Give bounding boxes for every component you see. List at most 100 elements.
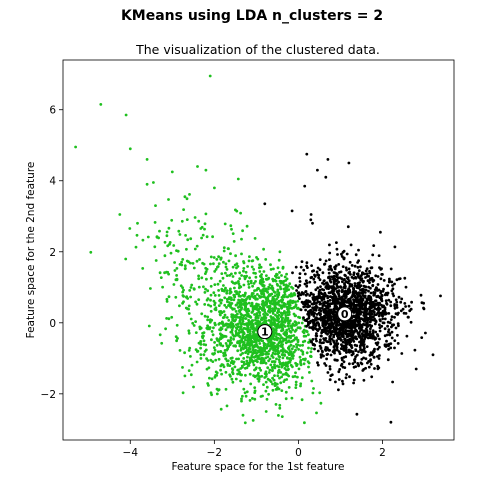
data-point [277, 310, 281, 314]
data-point [175, 267, 179, 270]
data-point [357, 333, 361, 337]
data-point [333, 321, 337, 324]
data-point [335, 348, 339, 352]
data-point [236, 372, 240, 376]
data-point [395, 278, 399, 282]
data-point [322, 294, 326, 297]
data-point [361, 280, 365, 284]
data-point [285, 356, 289, 360]
data-point [322, 279, 326, 283]
data-point [368, 305, 372, 309]
data-point [372, 305, 376, 309]
data-point [372, 293, 376, 297]
data-point [273, 324, 277, 327]
data-point [358, 326, 362, 330]
data-point [260, 273, 263, 276]
data-point [202, 343, 206, 346]
data-point [347, 271, 351, 275]
data-point [331, 302, 335, 305]
data-point [386, 284, 390, 288]
data-point [365, 267, 369, 271]
data-point [257, 346, 261, 350]
data-point [244, 313, 248, 317]
data-point [359, 317, 363, 321]
data-point [204, 272, 207, 275]
data-point [314, 337, 318, 341]
data-point [228, 373, 232, 377]
data-point [245, 359, 249, 363]
data-point [214, 268, 218, 271]
data-point [273, 374, 276, 377]
data-point [214, 370, 218, 374]
data-point [282, 305, 286, 308]
data-point [237, 357, 241, 361]
data-point-outlier [170, 170, 174, 174]
data-point [361, 271, 364, 274]
data-point [288, 282, 292, 286]
data-point [328, 378, 332, 382]
data-point [224, 286, 227, 290]
data-point [351, 336, 354, 339]
data-point [203, 222, 207, 226]
data-point [273, 294, 277, 298]
data-point [318, 291, 321, 295]
data-point [387, 328, 391, 331]
data-point [319, 334, 323, 338]
data-point [239, 211, 243, 215]
data-point [413, 348, 417, 352]
data-point [351, 362, 355, 365]
data-point [381, 317, 385, 321]
data-point [342, 344, 346, 348]
data-point [323, 309, 326, 313]
data-point [223, 313, 227, 317]
data-point [199, 340, 203, 343]
data-point [300, 321, 304, 325]
data-point [278, 250, 282, 254]
data-point-outlier [128, 147, 132, 151]
data-point [342, 360, 346, 364]
data-point [391, 380, 394, 384]
data-point [317, 322, 321, 326]
data-point [253, 289, 256, 293]
data-point [254, 340, 258, 344]
data-point [211, 333, 215, 337]
data-point [285, 285, 289, 289]
data-point [224, 370, 228, 374]
data-point [395, 303, 399, 307]
data-point [355, 337, 359, 341]
data-point [364, 357, 368, 361]
data-point [256, 335, 260, 339]
data-point [213, 341, 217, 344]
data-point [335, 275, 338, 278]
data-point [345, 373, 348, 376]
data-point [176, 249, 180, 253]
data-point [332, 339, 335, 343]
data-point [328, 340, 332, 344]
data-point [267, 285, 271, 289]
data-point [378, 329, 382, 333]
data-point [359, 310, 363, 314]
data-point [374, 319, 378, 323]
data-point [236, 312, 239, 316]
data-point [192, 266, 196, 270]
data-point [349, 305, 353, 308]
data-point [309, 354, 312, 358]
data-point [313, 347, 316, 351]
data-point-outlier [124, 113, 128, 117]
data-point [284, 279, 288, 282]
data-point [378, 354, 381, 357]
data-point [141, 267, 145, 270]
data-point [315, 332, 318, 335]
data-point [340, 325, 344, 329]
data-point [245, 346, 248, 349]
data-point [300, 349, 303, 352]
data-point [283, 320, 286, 324]
data-point [294, 265, 298, 269]
data-point [287, 304, 291, 308]
data-point [310, 379, 314, 383]
data-point [361, 287, 365, 291]
data-point [234, 310, 238, 313]
data-point [368, 281, 371, 284]
data-point [387, 280, 391, 284]
